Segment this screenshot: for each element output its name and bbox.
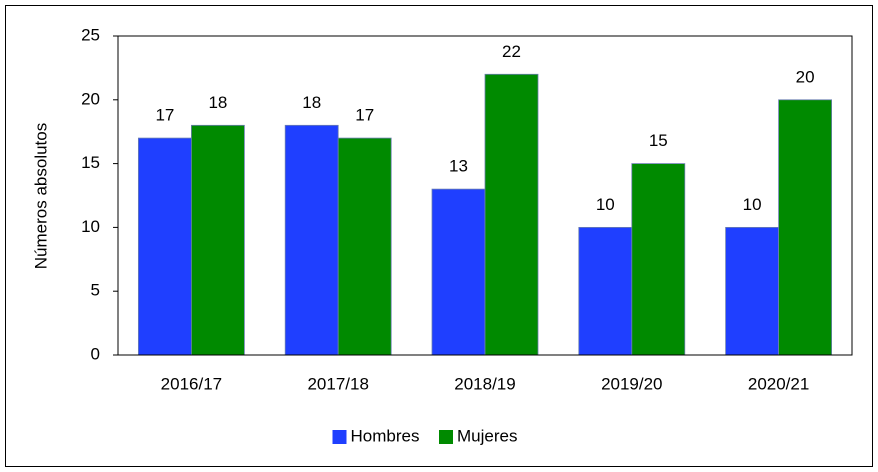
bar — [725, 226, 779, 356]
y-axis-label: Números absolutos — [31, 123, 50, 269]
data-label: 17 — [155, 106, 174, 125]
plot-border — [117, 35, 853, 356]
x-tick-label: 2020/21 — [748, 374, 809, 393]
data-label: 17 — [355, 106, 374, 125]
bar — [578, 226, 633, 356]
y-tick-label: 0 — [91, 344, 100, 363]
data-label: 22 — [502, 42, 521, 61]
x-tick-label: 2016/17 — [161, 374, 222, 393]
bar — [778, 99, 832, 356]
y-tick-label: 25 — [81, 25, 100, 44]
x-tick-label: 2017/18 — [307, 374, 368, 393]
bar — [190, 124, 245, 356]
bar — [431, 188, 486, 356]
data-label: 18 — [208, 93, 227, 112]
bar — [284, 124, 339, 356]
x-tick-label: 2018/19 — [454, 374, 515, 393]
legend-swatch — [439, 430, 453, 444]
x-tick-label: 2019/20 — [601, 374, 662, 393]
data-label: 10 — [743, 195, 762, 214]
data-label: 18 — [302, 93, 321, 112]
data-label: 20 — [796, 67, 815, 86]
legend-label: Hombres — [351, 426, 420, 445]
data-label: 15 — [649, 131, 668, 150]
legend-swatch — [332, 430, 347, 444]
data-label: 10 — [596, 195, 615, 214]
y-tick-label: 20 — [81, 89, 100, 108]
y-tick-label: 5 — [91, 281, 100, 300]
bar — [337, 137, 392, 356]
legend-label: Mujeres — [457, 426, 517, 445]
bar — [631, 163, 686, 356]
y-tick-label: 10 — [81, 217, 100, 236]
bar — [484, 73, 539, 356]
bar — [137, 137, 192, 356]
data-label: 13 — [449, 157, 468, 176]
y-tick-label: 15 — [81, 153, 100, 172]
